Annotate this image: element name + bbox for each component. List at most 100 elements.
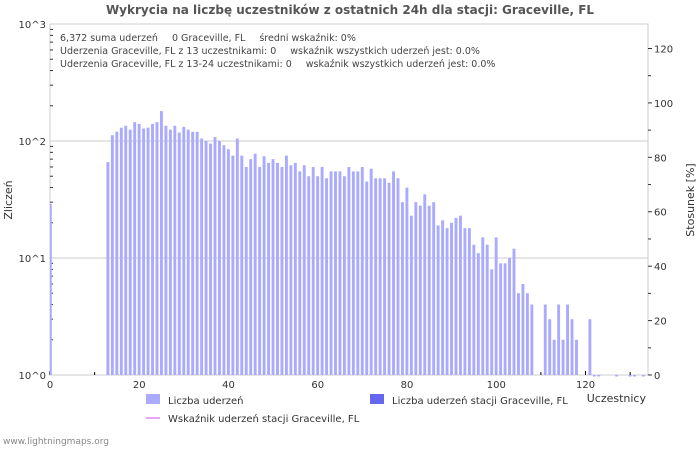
bar — [512, 248, 516, 375]
footer-credit: www.lightningmaps.org — [3, 437, 109, 447]
bar — [405, 187, 409, 375]
bar — [177, 132, 181, 375]
bar — [418, 205, 422, 375]
y-tick-label: 10^0 — [19, 371, 46, 382]
legend-label: Liczba uderzeń stacji Graceville, FL — [392, 395, 568, 407]
bar — [427, 205, 431, 375]
bar — [115, 131, 119, 375]
bar — [200, 138, 204, 375]
legend-label: Wskaźnik uderzeń stacji Graceville, FL — [168, 413, 360, 425]
legend-swatch — [370, 394, 384, 404]
bar — [383, 178, 387, 375]
bar — [641, 375, 645, 377]
bar — [307, 176, 311, 375]
bar — [387, 182, 391, 375]
bar — [191, 131, 195, 375]
bar — [231, 155, 235, 375]
bar — [530, 304, 534, 375]
bar — [124, 125, 128, 375]
bar — [222, 145, 226, 375]
y2-tick-label: 80 — [654, 153, 667, 164]
bar — [155, 122, 159, 376]
bar — [267, 162, 271, 375]
info-part: 6,372 suma uderzeń — [60, 33, 158, 44]
bar — [142, 128, 146, 375]
bar — [253, 153, 257, 375]
bar — [249, 159, 253, 375]
bar — [485, 244, 489, 375]
bar — [133, 122, 137, 376]
bar — [280, 166, 284, 375]
bar — [271, 159, 275, 375]
bar — [592, 375, 596, 377]
bar — [414, 202, 418, 375]
bar — [356, 171, 360, 375]
legend-swatch — [146, 394, 160, 404]
info-line: Uderzenia Graceville, FL z 13 uczestnika… — [60, 46, 480, 57]
bar — [329, 171, 333, 375]
y2-axis-label: Stosunek [%] — [684, 163, 697, 236]
bar — [450, 222, 453, 375]
bar — [338, 171, 342, 375]
bar — [235, 138, 239, 375]
y2-tick-label: 100 — [654, 99, 673, 110]
bar — [316, 176, 320, 375]
y2-tick-label: 0 — [654, 371, 660, 382]
bar — [396, 178, 400, 375]
bar — [284, 155, 288, 375]
bar — [459, 215, 462, 375]
bar — [445, 228, 449, 375]
info-part: średni wskaźnik: 0% — [259, 33, 356, 44]
bar — [151, 123, 154, 376]
bar — [476, 253, 480, 375]
bar — [441, 220, 445, 375]
bar — [50, 203, 52, 375]
bar — [240, 155, 244, 375]
bar — [588, 319, 592, 375]
bar — [173, 125, 177, 375]
bar — [566, 304, 570, 375]
bar — [258, 166, 262, 375]
bar — [521, 283, 525, 375]
bar — [517, 293, 520, 375]
y-axis-label: Zliczeń — [2, 180, 15, 219]
x-tick-label: 20 — [133, 380, 146, 391]
bar — [628, 375, 632, 377]
info-part: Uderzenia Graceville, FL z 13 uczestnika… — [60, 46, 276, 57]
bar — [320, 166, 324, 375]
bar — [570, 319, 574, 375]
bar — [463, 228, 467, 375]
bar — [244, 166, 248, 375]
bar — [226, 149, 230, 375]
bar — [503, 263, 507, 375]
bar — [289, 165, 293, 375]
bar — [423, 194, 427, 375]
info-part: Uderzenia Graceville, FL z 13-24 uczestn… — [60, 59, 292, 70]
bar — [432, 202, 436, 375]
info-line: Uderzenia Graceville, FL z 13-24 uczestn… — [60, 59, 495, 70]
bar — [365, 181, 369, 375]
bar — [597, 375, 601, 377]
bar — [298, 171, 302, 375]
bar — [204, 141, 208, 375]
bar — [160, 111, 163, 375]
chart-title: Wykrycia na liczbę uczestników z ostatni… — [106, 3, 594, 17]
bar — [342, 176, 346, 375]
info-part: wskaźnik wszystkich uderzeń jest: 0.0% — [306, 59, 496, 70]
y2-tick-label: 20 — [654, 317, 667, 328]
info-line: 6,372 suma uderzeń 0 Graceville, FL średni… — [60, 33, 356, 44]
bar — [557, 304, 561, 375]
bar — [633, 375, 636, 377]
bar — [400, 202, 404, 375]
y2-tick-label: 60 — [654, 208, 667, 219]
bar — [575, 339, 578, 375]
bar — [262, 156, 266, 375]
bar — [276, 162, 279, 375]
info-part: wskaźnik wszystkich uderzeń jest: 0.0% — [290, 46, 480, 57]
x-tick-label: 40 — [222, 380, 235, 391]
legend-label: Liczba uderzeń — [168, 395, 243, 407]
x-tick-label: 100 — [487, 380, 506, 391]
bar — [454, 217, 458, 375]
x-tick-label: 120 — [576, 380, 595, 391]
